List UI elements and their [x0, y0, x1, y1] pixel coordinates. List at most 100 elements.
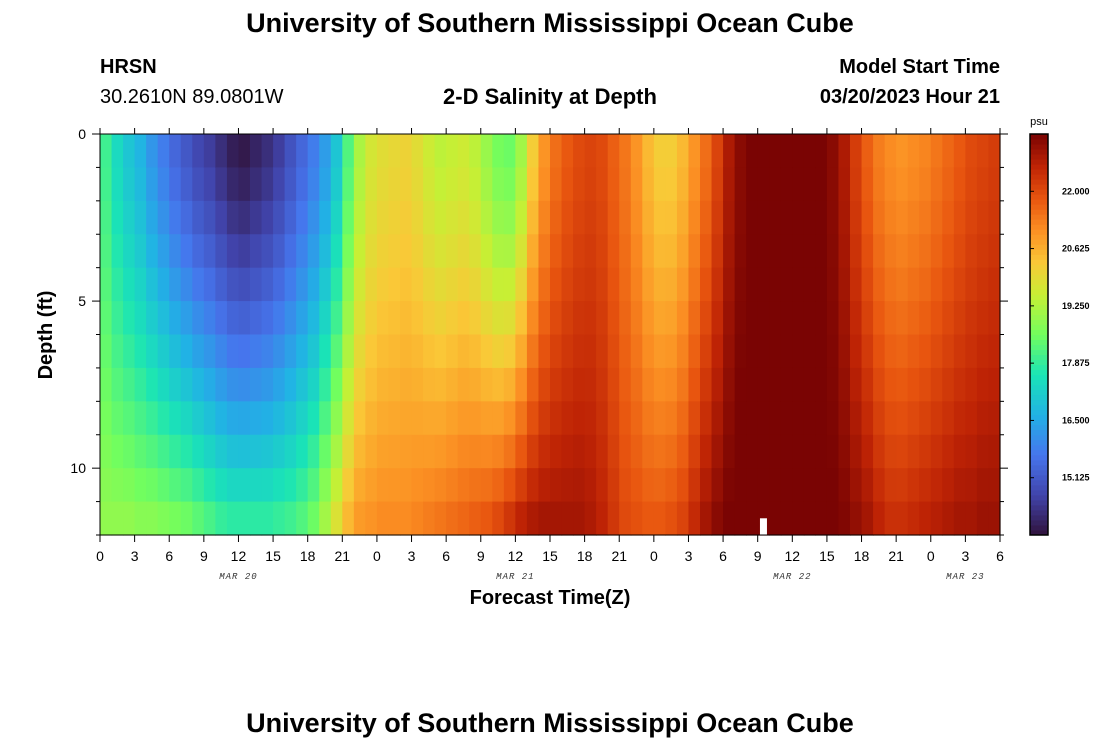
heatmap-cell [873, 501, 886, 536]
heatmap-cell [573, 401, 586, 436]
heatmap-cell [180, 267, 193, 302]
heatmap-cell [953, 200, 966, 235]
heatmap-cell [803, 167, 816, 202]
heatmap-cell [111, 234, 124, 269]
heatmap-cell [746, 501, 759, 536]
heatmap-cell [226, 434, 240, 469]
heatmap-cell [907, 334, 920, 369]
heatmap-cell [169, 234, 182, 269]
heatmap-cell [342, 267, 355, 302]
heatmap-cell [457, 301, 470, 336]
heatmap-cell [630, 200, 643, 235]
x-tick-label: 0 [650, 548, 658, 564]
heatmap-cell [134, 501, 147, 536]
heatmap-cell [365, 301, 378, 336]
heatmap-cell [700, 334, 713, 369]
heatmap-cell [365, 334, 378, 369]
heatmap-cell [215, 468, 228, 503]
heatmap-cell [296, 334, 309, 369]
heatmap-cell [573, 267, 586, 302]
heatmap-cell [226, 367, 240, 402]
heatmap-cell [838, 234, 851, 269]
heatmap-cell [642, 501, 655, 536]
heatmap-cell [192, 301, 205, 336]
heatmap-cell [157, 468, 170, 503]
heatmap-cell [365, 200, 378, 235]
heatmap-cell [192, 434, 205, 469]
colorbar-segment [1030, 329, 1048, 335]
heatmap-cell [746, 234, 759, 269]
heatmap-cell [630, 301, 643, 336]
heatmap-cell [215, 334, 228, 369]
heatmap-cell [526, 301, 540, 336]
colorbar-segment [1030, 184, 1048, 190]
heatmap-cell [884, 267, 897, 302]
heatmap-cell [550, 134, 563, 169]
heatmap-cell [850, 234, 863, 269]
heatmap-cell [330, 267, 343, 302]
heatmap-cell [815, 401, 828, 436]
heatmap-cell [642, 301, 655, 336]
heatmap-cell [653, 367, 666, 402]
heatmap-cell [376, 334, 390, 369]
heatmap-cell [838, 434, 851, 469]
heatmap-cell [780, 267, 793, 302]
heatmap-cell [723, 434, 736, 469]
heatmap-cell [896, 367, 909, 402]
heatmap-cell [123, 434, 136, 469]
heatmap-cell [400, 501, 413, 536]
heatmap-cell [711, 200, 724, 235]
heatmap-cell [665, 267, 678, 302]
heatmap-cell [180, 401, 193, 436]
heatmap-cell [942, 267, 955, 302]
heatmap-cell [757, 301, 770, 336]
heatmap-cell [850, 334, 863, 369]
heatmap-cell [273, 367, 286, 402]
heatmap-cell [653, 301, 666, 336]
heatmap-cell [803, 200, 816, 235]
heatmap-cell [723, 267, 736, 302]
colorbar-segment [1030, 449, 1048, 456]
heatmap-cell [123, 167, 136, 202]
heatmap-cell [330, 134, 343, 169]
heatmap-cell [365, 401, 378, 436]
heatmap-cell [123, 367, 136, 402]
heatmap-cell [630, 367, 643, 402]
heatmap-cell [919, 167, 932, 202]
heatmap-cell [711, 468, 724, 503]
heatmap-cell [607, 334, 620, 369]
heatmap-cell [826, 401, 840, 436]
heatmap-cell [423, 234, 436, 269]
heatmap-cell [884, 401, 897, 436]
heatmap-cell [838, 334, 851, 369]
x-tick-label: 15 [265, 548, 281, 564]
colorbar-segment [1030, 274, 1048, 280]
heatmap-cell [584, 267, 597, 302]
heatmap-cell [388, 501, 401, 536]
heatmap-cell [538, 234, 551, 269]
heatmap-cell [400, 367, 413, 402]
colorbar-segment [1030, 144, 1048, 150]
heatmap-cell [561, 234, 574, 269]
heatmap-cell [307, 200, 320, 235]
heatmap-cell [526, 267, 540, 302]
heatmap-cell [169, 267, 182, 302]
heatmap-cell [100, 200, 113, 235]
heatmap-cell [226, 267, 240, 302]
heatmap-cell [123, 234, 136, 269]
heatmap-cell [296, 434, 309, 469]
heatmap-cell [700, 367, 713, 402]
heatmap-cell [157, 501, 170, 536]
heatmap-cell [826, 501, 840, 536]
heatmap-cell [884, 301, 897, 336]
heatmap-cell [203, 501, 216, 536]
x-tick-label: 18 [577, 548, 593, 564]
heatmap-cell [157, 401, 170, 436]
heatmap-cell [192, 401, 205, 436]
heatmap-cell [100, 501, 113, 536]
heatmap-cell [769, 334, 782, 369]
x-tick-label: 12 [231, 548, 247, 564]
heatmap-cell [896, 267, 909, 302]
colorbar-segment [1030, 464, 1048, 471]
heatmap-cell [434, 200, 447, 235]
